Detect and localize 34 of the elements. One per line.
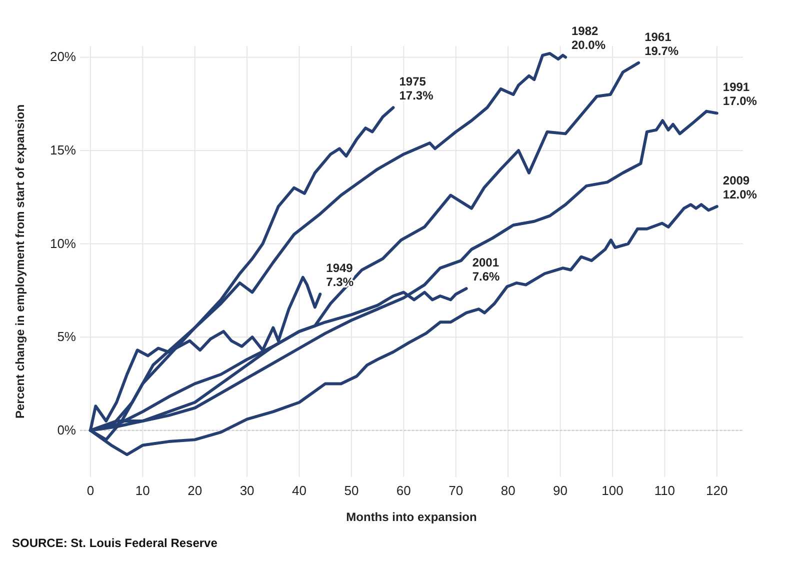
x-tick-label: 10: [135, 483, 150, 498]
x-axis-title: Months into expansion: [346, 510, 477, 524]
x-tick-label: 20: [188, 483, 202, 498]
y-tick-label: 20%: [50, 49, 76, 64]
x-tick-label: 80: [500, 483, 516, 498]
data-label: 7.6%: [472, 270, 500, 284]
y-tick-label: 0%: [57, 422, 76, 438]
x-tick-label: 40: [292, 483, 306, 498]
series-label: 1982: [572, 24, 599, 38]
y-tick-label: 5%: [57, 329, 76, 344]
series-label: 2009: [722, 173, 750, 188]
data-label: 12.0%: [722, 187, 758, 202]
data-label: 17.0%: [722, 94, 758, 108]
y-tick-label: 15%: [50, 142, 76, 158]
data-label: 20.0%: [572, 38, 606, 52]
x-tick-label: 0: [86, 483, 94, 498]
series-label: 1949: [326, 261, 354, 276]
series-label: 1991: [722, 80, 750, 94]
data-label: 17.3%: [399, 88, 434, 103]
y-axis-title: Percent change in employment from start of expansion: [13, 104, 27, 419]
data-label: 19.7%: [644, 44, 679, 58]
x-tick-label: 30: [240, 483, 254, 498]
series-label: 1961: [644, 30, 672, 44]
x-tick-label: 50: [344, 483, 359, 498]
x-tick-label: 110: [654, 483, 676, 498]
y-tick-label: 10%: [50, 236, 76, 251]
x-tick-label: 70: [448, 483, 464, 498]
source-note: SOURCE: St. Louis Federal Reserve: [12, 536, 218, 550]
x-tick-label: 60: [396, 483, 411, 498]
series-label: 1975: [399, 74, 426, 89]
x-tick-label: 120: [706, 483, 728, 498]
x-tick-label: 90: [553, 483, 568, 498]
x-tick-label: 100: [602, 483, 624, 498]
series-label: 2001: [472, 256, 500, 270]
